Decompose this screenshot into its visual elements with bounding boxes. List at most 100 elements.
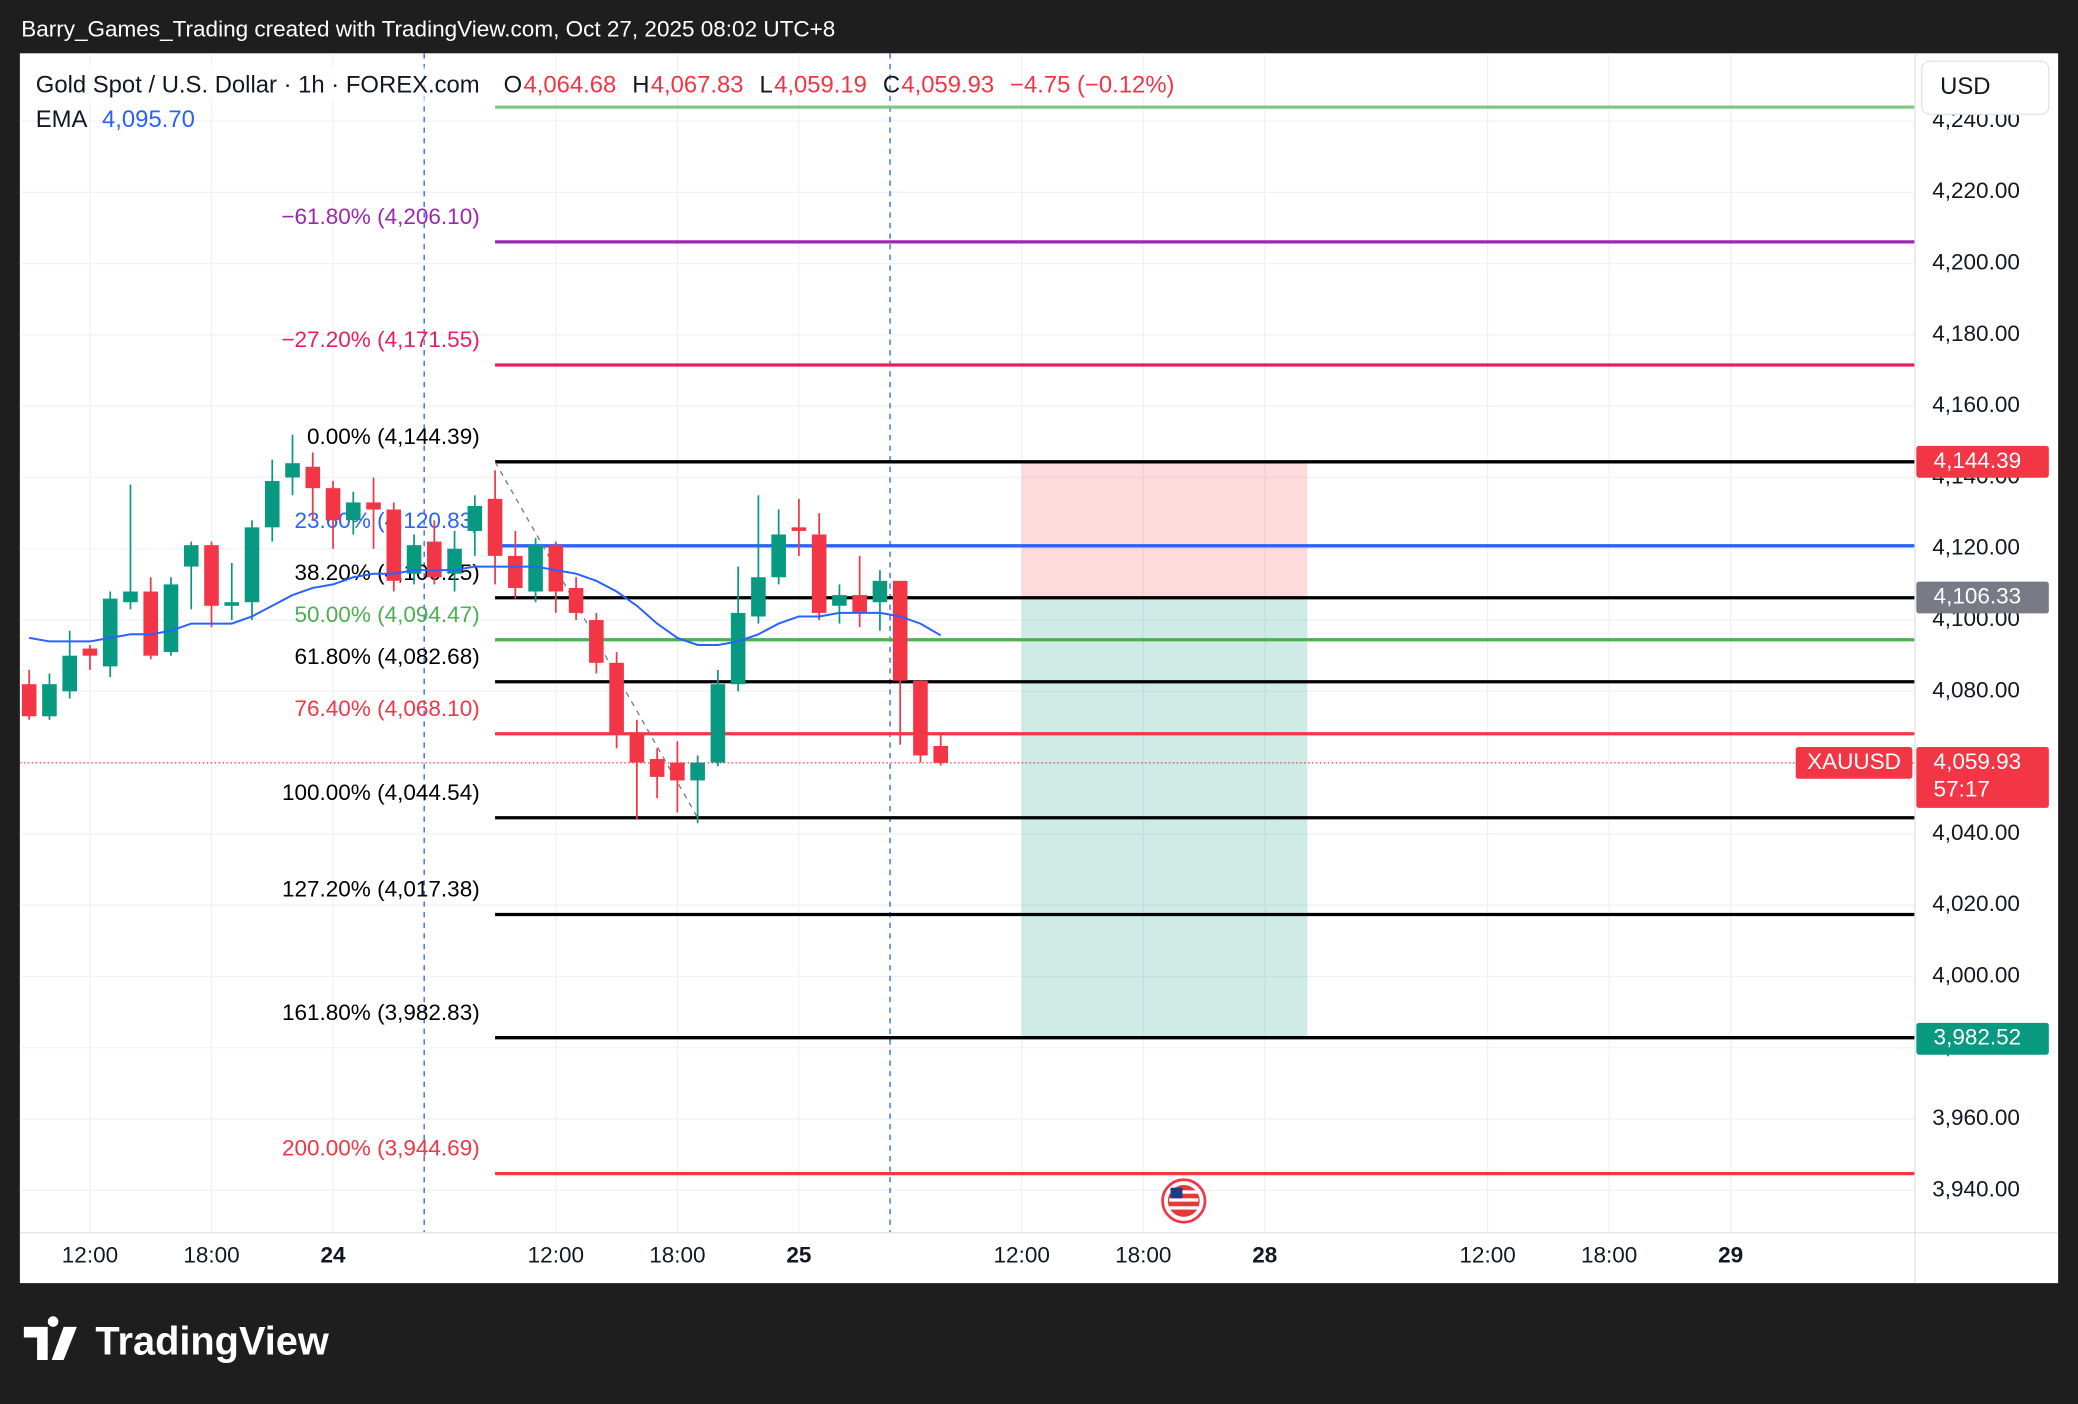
candle-body: [528, 545, 543, 592]
candle-body: [264, 481, 280, 528]
y-tick-label: 3,960.00: [1932, 1105, 2020, 1130]
change: −4.75 (−0.12%): [1010, 72, 1174, 99]
x-tick-label: 18:00: [1115, 1243, 1171, 1268]
candle-body: [62, 655, 77, 692]
candle-body: [123, 591, 138, 603]
y-tick-label: 4,120.00: [1932, 535, 2020, 560]
fib-label: 200.00% (3,944.69): [282, 1136, 480, 1161]
candle-body: [345, 502, 361, 521]
candle-body: [427, 541, 442, 578]
y-tick-label: 4,040.00: [1932, 820, 2020, 845]
last-price-label: 4,059.93: [1934, 749, 2022, 774]
x-tick-label: 12:00: [62, 1243, 118, 1268]
candle-body: [224, 602, 240, 606]
last-badge: [1916, 746, 2049, 808]
candle-body: [21, 684, 37, 717]
candle-body: [811, 534, 827, 613]
fib-label: 100.00% (4,044.54): [282, 780, 480, 805]
credit: Barry_Games_Trading created with Trading…: [21, 17, 835, 42]
flag-stripe: [1169, 1190, 1199, 1194]
candle-body: [467, 505, 483, 531]
candle-body: [143, 591, 159, 656]
candle-body: [791, 527, 807, 531]
candle-body: [447, 548, 462, 574]
symbol-tag: XAUUSD: [1807, 749, 1901, 774]
y-tick-label: 4,000.00: [1932, 962, 2020, 987]
y-tick-label: 4,220.00: [1932, 178, 2020, 203]
fib-label: 50.00% (4,094.47): [294, 602, 479, 627]
candle-body: [548, 545, 564, 592]
candle-body: [366, 502, 381, 510]
target-badge: [1916, 1022, 2049, 1055]
fib-label: 0.00% (4,144.39): [307, 424, 480, 449]
y-tick-label: 4,080.00: [1932, 677, 2020, 702]
candle-body: [406, 545, 422, 574]
candle-body: [102, 598, 118, 667]
flag-stripe: [1169, 1198, 1199, 1202]
candle-body: [487, 498, 503, 556]
y-tick-label: 4,200.00: [1932, 250, 2020, 275]
candle-body: [629, 734, 645, 763]
stop-badge-label: 4,144.39: [1934, 448, 2022, 473]
x-tick-label: 12:00: [1459, 1243, 1515, 1268]
candle-body: [82, 648, 98, 656]
symbol: Gold Spot / U.S. Dollar · 1h · FOREX.com: [36, 72, 480, 99]
candle-body: [386, 509, 402, 581]
candle-body: [285, 463, 300, 478]
candle-body: [872, 580, 888, 603]
brand: TradingView: [95, 1320, 328, 1364]
y-tick-label: 4,020.00: [1932, 891, 2020, 916]
candle-body: [933, 745, 948, 763]
symbol-tag-bg: [1795, 746, 1913, 779]
ohlc-key: L: [759, 72, 772, 99]
candle-body: [832, 595, 847, 606]
stop-zone: [1021, 461, 1308, 598]
candle-body: [730, 612, 746, 685]
y-tick-label: 3,940.00: [1932, 1176, 2020, 1201]
stop-badge: [1916, 445, 2049, 478]
countdown: 57:17: [1934, 777, 1990, 802]
x-tick-label: 12:00: [994, 1243, 1050, 1268]
x-tick-label: 29: [1718, 1243, 1743, 1268]
x-tick-label: 18:00: [1581, 1243, 1637, 1268]
candle-body: [609, 662, 624, 735]
entry-badge: [1916, 581, 2049, 614]
candle-body: [670, 762, 685, 781]
candle-body: [305, 466, 321, 489]
ohlc-value: 4,067.83: [651, 72, 744, 99]
candle-body: [892, 580, 908, 681]
ohlc-value: 4,059.93: [901, 72, 994, 99]
candle-body: [852, 595, 867, 613]
ema-name: EMA: [36, 106, 88, 133]
candle-body: [913, 680, 928, 756]
x-tick-label: 12:00: [528, 1243, 584, 1268]
candle-body: [508, 555, 523, 588]
event-icon: [1161, 1178, 1207, 1224]
candle-body: [183, 545, 199, 567]
ohlc-key: H: [632, 72, 649, 99]
candle-body: [325, 488, 341, 521]
x-tick-label: 25: [786, 1243, 811, 1268]
fib-label: 61.80% (4,082.68): [294, 644, 479, 669]
legend-bg: [26, 66, 497, 101]
ohlc-key: C: [883, 72, 900, 99]
flag-canton: [1170, 1187, 1183, 1199]
entry-badge-label: 4,106.33: [1934, 583, 2022, 608]
ohlc-value: 4,064.68: [523, 72, 616, 99]
currency-button: [1920, 60, 2050, 115]
ema-line: [29, 565, 942, 646]
ohlc-key: O: [504, 72, 523, 99]
fib-label: 76.40% (4,068.10): [294, 696, 479, 721]
x-tick-label: 18:00: [649, 1243, 705, 1268]
x-tick-label: 18:00: [183, 1243, 239, 1268]
candle-body: [204, 545, 219, 606]
candle-body: [771, 534, 786, 578]
candle-body: [568, 587, 584, 613]
candle-body: [163, 584, 179, 653]
fib-label: −27.20% (4,171.55): [281, 327, 479, 352]
candle-body: [751, 577, 766, 617]
candle-body: [42, 684, 57, 717]
y-tick-label: 4,180.00: [1932, 321, 2020, 346]
candle-body: [244, 527, 260, 603]
